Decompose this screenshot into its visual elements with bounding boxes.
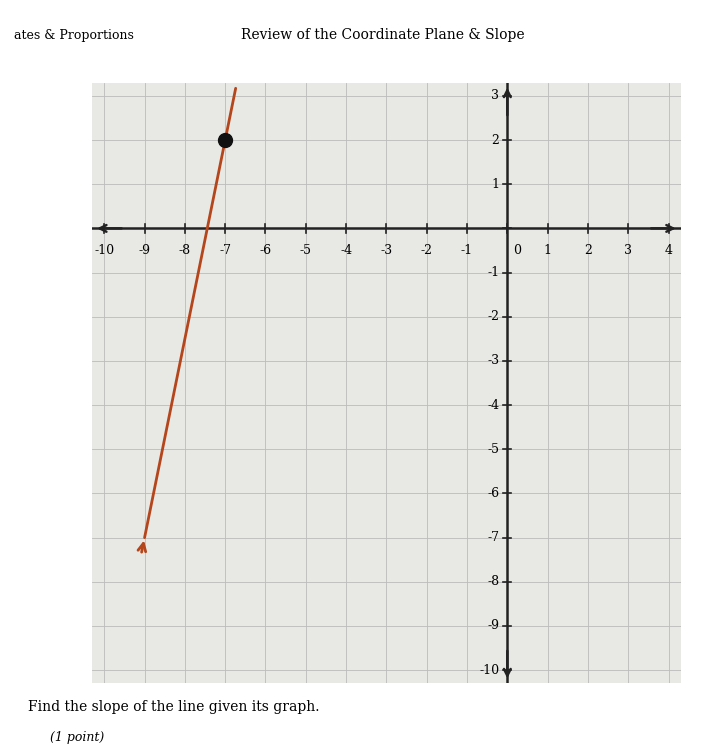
Text: -10: -10 <box>479 664 499 677</box>
Text: Review of the Coordinate Plane & Slope: Review of the Coordinate Plane & Slope <box>241 28 525 42</box>
Text: ates & Proportions: ates & Proportions <box>14 29 134 41</box>
Text: -4: -4 <box>487 399 499 412</box>
Text: -10: -10 <box>94 244 114 257</box>
Text: -5: -5 <box>487 443 499 456</box>
Text: -2: -2 <box>487 310 499 323</box>
Text: 2: 2 <box>584 244 592 257</box>
Text: 3: 3 <box>624 244 632 257</box>
Text: -4: -4 <box>340 244 352 257</box>
Text: -1: -1 <box>461 244 473 257</box>
Text: -9: -9 <box>138 244 150 257</box>
Text: Find the slope of the line given its graph.: Find the slope of the line given its gra… <box>28 700 320 714</box>
Text: -8: -8 <box>487 575 499 588</box>
Text: -3: -3 <box>487 354 499 367</box>
Text: (1 point): (1 point) <box>50 731 104 744</box>
Text: -6: -6 <box>487 487 499 500</box>
Text: -6: -6 <box>259 244 272 257</box>
Text: 1: 1 <box>544 244 552 257</box>
Text: 2: 2 <box>491 134 499 146</box>
Text: 0: 0 <box>513 244 521 257</box>
Text: 1: 1 <box>491 178 499 191</box>
Text: -8: -8 <box>179 244 191 257</box>
Text: -9: -9 <box>487 620 499 632</box>
Text: -2: -2 <box>420 244 432 257</box>
Text: -3: -3 <box>380 244 393 257</box>
Text: -7: -7 <box>487 531 499 544</box>
Text: 3: 3 <box>491 89 499 102</box>
Text: -5: -5 <box>300 244 312 257</box>
Text: -1: -1 <box>487 266 499 279</box>
Text: 4: 4 <box>664 244 673 257</box>
Text: -7: -7 <box>219 244 231 257</box>
Point <box>220 134 231 146</box>
